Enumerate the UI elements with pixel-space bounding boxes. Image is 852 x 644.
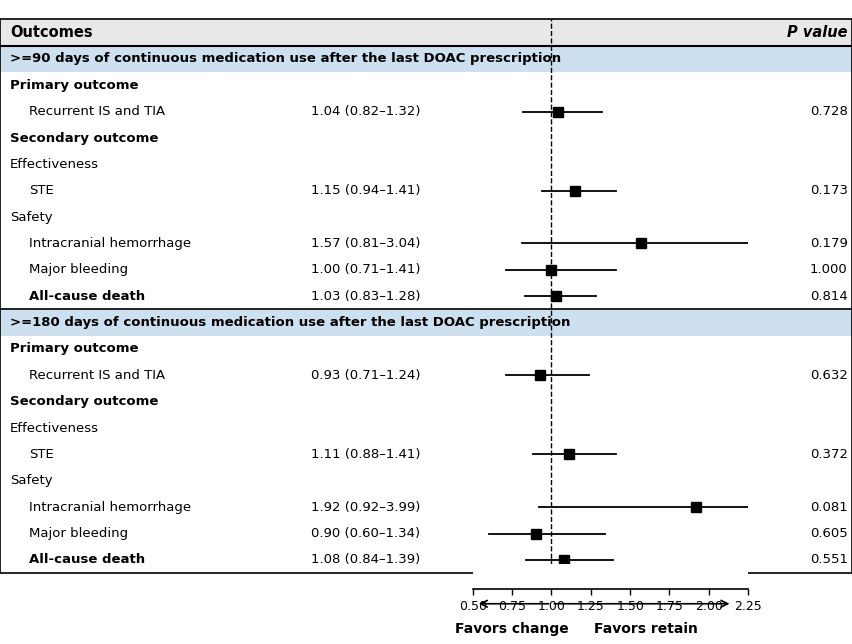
Text: 1.11 (0.88–1.41): 1.11 (0.88–1.41) [311, 448, 421, 461]
Text: STE: STE [29, 448, 54, 461]
Text: Major bleeding: Major bleeding [29, 263, 128, 276]
Text: STE: STE [29, 184, 54, 197]
Bar [0, 468, 852, 494]
Bar [0, 204, 852, 231]
Bar [0, 99, 852, 125]
Text: 1.000: 1.000 [810, 263, 848, 276]
Text: 0.605: 0.605 [810, 527, 848, 540]
Text: Safety: Safety [10, 475, 53, 488]
Text: >=180 days of continuous medication use after the last DOAC prescription: >=180 days of continuous medication use … [10, 316, 571, 329]
Text: Primary outcome: Primary outcome [10, 343, 139, 355]
Text: All-cause death: All-cause death [29, 290, 145, 303]
Bar [0, 309, 852, 336]
Text: Outcomes: Outcomes [10, 25, 93, 40]
Text: 0.179: 0.179 [810, 237, 848, 250]
Text: Intracranial hemorrhage: Intracranial hemorrhage [29, 237, 191, 250]
Text: Recurrent IS and TIA: Recurrent IS and TIA [29, 105, 165, 118]
Text: 1.04 (0.82–1.32): 1.04 (0.82–1.32) [311, 105, 421, 118]
Bar [0, 362, 852, 388]
Text: 0.372: 0.372 [809, 448, 848, 461]
Text: 0.728: 0.728 [810, 105, 848, 118]
Text: 0.632: 0.632 [810, 369, 848, 382]
Text: 1.00 (0.71–1.41): 1.00 (0.71–1.41) [311, 263, 421, 276]
Text: Safety: Safety [10, 211, 53, 223]
Text: Secondary outcome: Secondary outcome [10, 131, 158, 144]
Text: 1.92 (0.92–3.99): 1.92 (0.92–3.99) [311, 501, 420, 514]
Text: 0.081: 0.081 [810, 501, 848, 514]
Bar [0, 151, 852, 178]
Text: Favors change: Favors change [455, 621, 569, 636]
Text: 1.03 (0.83–1.28): 1.03 (0.83–1.28) [311, 290, 421, 303]
Bar [0, 388, 852, 415]
Text: 0.551: 0.551 [809, 553, 848, 567]
Bar [0, 178, 852, 204]
Text: All-cause death: All-cause death [29, 553, 145, 567]
Bar [0, 125, 852, 151]
Text: 1.15 (0.94–1.41): 1.15 (0.94–1.41) [311, 184, 421, 197]
Bar [0, 283, 852, 309]
Text: Major bleeding: Major bleeding [29, 527, 128, 540]
Text: Secondary outcome: Secondary outcome [10, 395, 158, 408]
Text: Effectiveness: Effectiveness [10, 158, 99, 171]
Text: 1.57 (0.81–3.04): 1.57 (0.81–3.04) [311, 237, 421, 250]
Bar [0, 231, 852, 257]
Text: Effectiveness: Effectiveness [10, 422, 99, 435]
Bar [0, 415, 852, 441]
Bar [0, 336, 852, 362]
Text: >=90 days of continuous medication use after the last DOAC prescription: >=90 days of continuous medication use a… [10, 52, 561, 66]
Bar [0, 494, 852, 520]
Bar [0, 547, 852, 573]
Text: Primary outcome: Primary outcome [10, 79, 139, 91]
Bar [0, 441, 852, 468]
Text: 1.08 (0.84–1.39): 1.08 (0.84–1.39) [311, 553, 420, 567]
Text: 0.90 (0.60–1.34): 0.90 (0.60–1.34) [311, 527, 420, 540]
Text: Intracranial hemorrhage: Intracranial hemorrhage [29, 501, 191, 514]
Text: Recurrent IS and TIA: Recurrent IS and TIA [29, 369, 165, 382]
Text: Favors retain: Favors retain [594, 621, 698, 636]
Bar [0, 72, 852, 99]
Bar [0, 257, 852, 283]
Bar [0, 520, 852, 547]
Text: P value: P value [787, 25, 848, 40]
Text: 0.93 (0.71–1.24): 0.93 (0.71–1.24) [311, 369, 421, 382]
Bar [0, 46, 852, 72]
Bar [0, 19, 852, 46]
Text: 0.173: 0.173 [809, 184, 848, 197]
Text: 0.814: 0.814 [810, 290, 848, 303]
